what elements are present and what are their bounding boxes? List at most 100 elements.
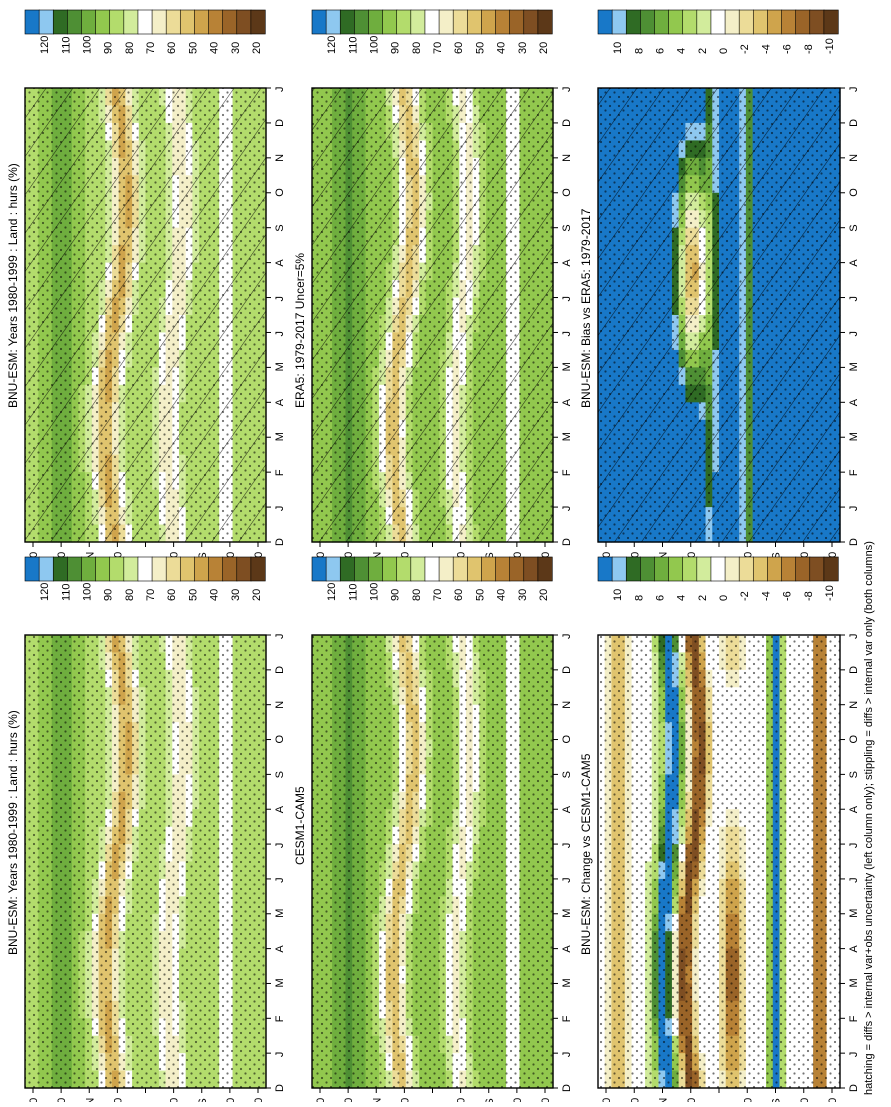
lat-tick-label: 60 xyxy=(343,1098,355,1102)
month-tick-label: J xyxy=(561,877,573,883)
month-tick-label: M xyxy=(274,978,286,987)
month-tick-label: N xyxy=(274,154,286,162)
month-tick-label: F xyxy=(561,469,573,476)
hatch-overlay xyxy=(25,88,266,542)
month-tick-label: J xyxy=(561,843,573,849)
month-tick-label: J xyxy=(274,843,286,849)
lat-tick-label: °S xyxy=(484,1098,496,1102)
month-tick-label: M xyxy=(274,362,286,371)
month-tick-label: A xyxy=(274,945,286,953)
month-tick-label: M xyxy=(848,432,860,441)
hatch-overlay xyxy=(598,88,840,542)
panel-title: BNU-ESM: Bias vs ERA5: 1979-2017 xyxy=(579,208,593,408)
panel-title: ERA5: 1979-2017 Uncer=5% xyxy=(293,253,307,408)
stipple-overlay xyxy=(25,635,266,1088)
month-tick-label: M xyxy=(561,432,573,441)
month-tick-label: O xyxy=(561,188,573,197)
panel-title: BNU-ESM: Years 1980-1999 : Land : hurs (… xyxy=(6,710,20,955)
lat-tick-label: 20 xyxy=(169,1098,181,1102)
month-tick-label: J xyxy=(561,296,573,302)
month-tick-label: M xyxy=(848,362,860,371)
month-tick-label: A xyxy=(274,805,286,813)
month-tick-label: F xyxy=(274,1015,286,1022)
month-tick-label: S xyxy=(274,771,286,778)
month-tick-label: D xyxy=(274,538,286,546)
month-tick-label: A xyxy=(561,945,573,953)
month-tick-label: N xyxy=(561,701,573,709)
stipple-overlay xyxy=(312,635,553,1088)
month-tick-label: O xyxy=(848,188,860,197)
panel-title: BNU-ESM: Years 1980-1999 : Land : hurs (… xyxy=(6,163,20,408)
month-tick-label: D xyxy=(561,666,573,674)
lat-tick-label: 80 xyxy=(315,1098,327,1102)
month-tick-label: A xyxy=(561,398,573,406)
month-tick-label: F xyxy=(274,469,286,476)
month-tick-label: D xyxy=(561,538,573,546)
month-tick-label: M xyxy=(274,909,286,918)
month-tick-label: F xyxy=(561,1015,573,1022)
month-tick-label: A xyxy=(274,259,286,267)
month-tick-label: J xyxy=(561,506,573,512)
panel-c: 8060°N20020°S6080DJFMAMJJASONDJERA5: 197… xyxy=(293,87,573,565)
month-tick-label: J xyxy=(848,331,860,337)
month-tick-label: D xyxy=(848,538,860,546)
month-tick-label: D xyxy=(848,119,860,127)
lat-tick-label: °N xyxy=(84,1098,96,1102)
panel-f: 8060°N20020°S6080DJFMAMJJASONDJBNU-ESM: … xyxy=(579,634,860,1103)
month-tick-label: D xyxy=(274,666,286,674)
month-tick-label: O xyxy=(561,735,573,744)
month-tick-label: S xyxy=(848,224,860,231)
panel-b: 8060°N20020°S6080DJFMAMJJASONDJBNU-ESM: … xyxy=(6,634,286,1103)
month-tick-label: J xyxy=(274,87,286,93)
month-tick-label: A xyxy=(561,259,573,267)
lat-tick-label: 80 xyxy=(540,1098,552,1102)
month-tick-label: J xyxy=(848,506,860,512)
lat-tick-label: 20 xyxy=(112,1098,124,1102)
month-tick-label: J xyxy=(274,634,286,640)
month-tick-label: N xyxy=(274,701,286,709)
month-tick-label: A xyxy=(561,805,573,813)
month-tick-label: O xyxy=(274,735,286,744)
month-tick-label: S xyxy=(561,224,573,231)
hatch-overlay xyxy=(312,88,553,542)
lat-tick-label: 80 xyxy=(28,1098,40,1102)
month-tick-label: A xyxy=(848,259,860,267)
month-tick-label: N xyxy=(848,154,860,162)
month-tick-label: J xyxy=(561,331,573,337)
month-tick-label: D xyxy=(274,1084,286,1092)
month-tick-label: N xyxy=(561,154,573,162)
month-tick-label: D xyxy=(274,119,286,127)
month-tick-label: J xyxy=(274,1052,286,1058)
month-tick-label: M xyxy=(561,909,573,918)
lat-tick-label: 60 xyxy=(225,1098,237,1102)
lat-tick-label: 80 xyxy=(253,1098,265,1102)
month-tick-label: J xyxy=(274,331,286,337)
month-tick-label: M xyxy=(561,978,573,987)
lat-tick-label: 20 xyxy=(399,1098,411,1102)
month-tick-label: A xyxy=(848,398,860,406)
lat-tick-label: 60 xyxy=(512,1098,524,1102)
month-tick-label: M xyxy=(274,432,286,441)
panel-e: 8060°N20020°S6080DJFMAMJJASONDJBNU-ESM: … xyxy=(579,87,860,565)
month-tick-label: D xyxy=(561,1084,573,1092)
month-tick-label: J xyxy=(848,296,860,302)
month-tick-label: J xyxy=(274,296,286,302)
month-tick-label: J xyxy=(561,87,573,93)
month-tick-label: F xyxy=(848,469,860,476)
month-tick-label: D xyxy=(561,119,573,127)
lat-tick-label: 60 xyxy=(56,1098,68,1102)
month-tick-label: J xyxy=(848,87,860,93)
month-tick-label: J xyxy=(274,506,286,512)
panel-d: 8060°N20020°S6080DJFMAMJJASONDJCESM1-CAM… xyxy=(293,634,573,1103)
month-tick-label: J xyxy=(561,1052,573,1058)
month-tick-label: O xyxy=(274,188,286,197)
lat-tick-label: 20 xyxy=(456,1098,468,1102)
month-tick-label: M xyxy=(561,362,573,371)
month-tick-label: A xyxy=(274,398,286,406)
lat-tick-label: °S xyxy=(197,1098,209,1102)
month-tick-label: S xyxy=(274,224,286,231)
panel-a: 8060°N20020°S6080DJFMAMJJASONDJBNU-ESM: … xyxy=(6,87,286,565)
panel-title: CESM1-CAM5 xyxy=(293,786,307,865)
month-tick-label: J xyxy=(561,634,573,640)
